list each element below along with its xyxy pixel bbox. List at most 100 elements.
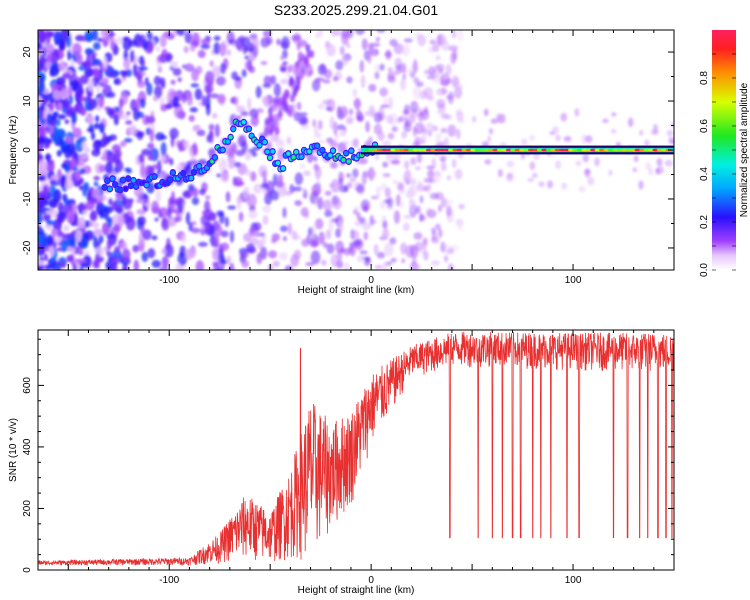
noise-cell [209, 60, 214, 67]
ridge-cell [267, 155, 273, 161]
noise-cell [456, 128, 461, 140]
noise-cell [122, 248, 131, 262]
noise-cell [256, 108, 264, 114]
noise-cells [38, 30, 674, 270]
noise-cell [149, 128, 155, 143]
noise-cell [241, 36, 251, 49]
noise-cell [123, 58, 131, 70]
noise-cell [330, 161, 338, 169]
noise-cell [282, 60, 288, 66]
noise-cell [229, 230, 235, 243]
noise-cell [285, 190, 292, 196]
noise-cell [188, 221, 193, 232]
noise-cell [100, 30, 110, 40]
noise-cell [332, 197, 342, 210]
noise-cell [363, 170, 371, 178]
ridge-cell [225, 139, 231, 144]
noise-cell [644, 139, 650, 147]
noise-cell [75, 171, 81, 181]
noise-cell [106, 238, 113, 249]
noise-cell [432, 43, 440, 53]
noise-cell [138, 153, 145, 163]
noise-cell [382, 161, 389, 168]
noise-cell [359, 217, 366, 224]
noise-cell [65, 35, 72, 48]
noise-cell [119, 70, 129, 75]
noise-cell [181, 92, 187, 104]
noise-cell [87, 90, 92, 102]
noise-cell [382, 220, 388, 230]
noise-cell [81, 140, 88, 151]
noise-cell [155, 46, 160, 52]
noise-cell [319, 63, 326, 72]
y-tick-label: -10 [22, 191, 33, 206]
noise-cell [64, 233, 73, 239]
colorbar-label: Normalized spectral amplitude [739, 82, 750, 217]
noise-cell [350, 229, 360, 240]
noise-cell [299, 163, 306, 169]
noise-cell [297, 51, 303, 60]
noise-cell [274, 126, 280, 135]
noise-cell [38, 260, 45, 266]
noise-cell [368, 83, 377, 92]
noise-cell [330, 30, 341, 37]
ridge-cell [349, 148, 354, 153]
noise-cell [216, 210, 224, 217]
noise-cell [56, 211, 66, 224]
noise-cell [132, 63, 138, 77]
noise-cell [267, 107, 273, 116]
noise-cell [53, 31, 63, 44]
noise-cell [38, 66, 42, 73]
noise-cell [343, 247, 352, 256]
ridge-cell [262, 139, 267, 145]
noise-cell [60, 260, 67, 269]
noise-cell [56, 118, 61, 127]
noise-cell [448, 45, 459, 52]
noise-cell [336, 260, 344, 269]
colorbar-tick-label: 0.8 [699, 71, 710, 85]
noise-cell [367, 42, 374, 51]
noise-cell [451, 30, 457, 39]
noise-cell [346, 173, 352, 178]
noise-cell [305, 43, 311, 52]
y-tick-label: 0 [22, 567, 33, 573]
noise-cell [391, 126, 398, 132]
noise-cell [315, 132, 322, 139]
noise-cell [303, 170, 311, 177]
noise-cell [184, 31, 192, 44]
ridge-cell [265, 149, 270, 155]
noise-cell [209, 93, 220, 99]
noise-cell [225, 191, 231, 203]
colorbar-ticks: 0.0 0.2 0.4 0.6 0.8 [699, 53, 736, 277]
ridge-cell [270, 149, 275, 154]
noise-cell [314, 218, 324, 230]
noise-cell [121, 266, 129, 270]
noise-cell [64, 236, 74, 248]
noise-cell [226, 255, 232, 265]
noise-cell [201, 210, 208, 216]
noise-cell [38, 233, 43, 248]
noise-cell [39, 109, 44, 118]
noise-cell [407, 115, 413, 128]
ridge-cell [231, 126, 236, 132]
noise-cell [419, 195, 424, 204]
noise-cell [417, 34, 426, 47]
ridge-cell [307, 149, 312, 154]
noise-cell [484, 159, 492, 165]
noise-cell [400, 78, 406, 91]
noise-cell [403, 38, 413, 43]
noise-cell [112, 51, 119, 56]
noise-cell [158, 207, 169, 218]
noise-cell [298, 112, 308, 117]
noise-cell [48, 245, 55, 257]
noise-cell [189, 44, 196, 52]
noise-cell [276, 38, 281, 46]
noise-cell [445, 204, 452, 217]
noise-cell [359, 59, 365, 73]
noise-cell [291, 64, 297, 73]
noise-cell [83, 60, 93, 71]
noise-cell [160, 142, 167, 156]
noise-cell [402, 172, 411, 183]
noise-cell [440, 162, 447, 172]
